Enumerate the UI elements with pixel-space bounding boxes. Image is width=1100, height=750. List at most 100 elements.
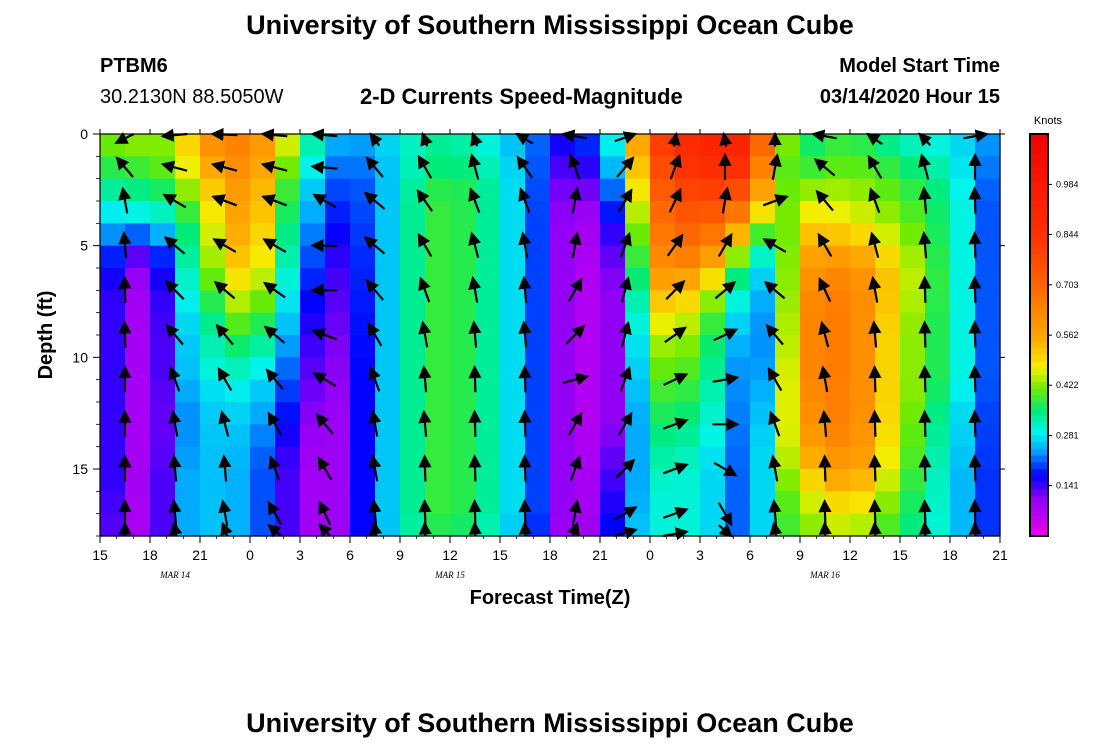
heatmap-cell (775, 424, 801, 448)
colorbar-swatch (1030, 341, 1048, 349)
heatmap-cell (975, 201, 1001, 224)
heatmap-cell (350, 312, 376, 336)
current-vector (418, 454, 432, 482)
heatmap-cell (625, 134, 651, 157)
heatmap-cell (675, 223, 701, 247)
heatmap-cell (650, 402, 676, 425)
heatmap-cell (975, 156, 1001, 180)
heatmap-cell (900, 290, 926, 314)
heatmap-cell (550, 402, 576, 425)
current-vector (868, 499, 882, 527)
current-vector (918, 499, 932, 527)
heatmap-cell (900, 469, 926, 492)
heatmap-cell (425, 223, 451, 247)
heatmap-cell (325, 357, 351, 381)
heatmap-cell (400, 357, 426, 381)
heatmap-cell (475, 379, 501, 403)
heatmap-cell (625, 469, 651, 492)
heatmap-cell (325, 446, 351, 470)
heatmap-cell (650, 268, 676, 291)
heatmap-cell (750, 379, 776, 403)
heatmap-cell (950, 201, 976, 224)
current-vector (769, 521, 783, 537)
model-start-label: Model Start Time (839, 55, 1000, 77)
heatmap-cell (325, 134, 351, 157)
heatmap-cell (350, 469, 376, 492)
heatmap-cell (975, 469, 1001, 492)
heatmap-cell (450, 379, 476, 403)
heatmap-cell (625, 402, 651, 425)
heatmap-cell (125, 312, 151, 336)
heatmap-cell (475, 312, 501, 336)
heatmap-cell (950, 134, 976, 157)
heatmap-cell (700, 491, 726, 515)
current-vector (663, 527, 689, 541)
heatmap-cell (250, 424, 276, 448)
heatmap-cell (850, 424, 876, 448)
heatmap-cell (300, 268, 326, 291)
heatmap-cell (225, 201, 251, 224)
colorbar-swatch (1030, 301, 1048, 309)
current-vector (613, 526, 638, 540)
current-vector (818, 365, 832, 393)
heatmap-cell (425, 446, 451, 470)
heatmap-cell (975, 379, 1001, 403)
heatmap-cell (100, 402, 126, 425)
heatmap-cell (375, 223, 401, 247)
heatmap-cell (975, 223, 1001, 247)
current-vector (868, 521, 882, 537)
heatmap-cell (450, 335, 476, 358)
heatmap-cell (625, 335, 651, 358)
heatmap-cell (500, 402, 526, 425)
heatmap-cell (900, 424, 926, 448)
heatmap-cell (700, 424, 726, 448)
current-vector (315, 413, 334, 435)
heatmap-cell (500, 335, 526, 358)
current-vector (619, 231, 632, 258)
heatmap-cell (350, 290, 376, 314)
heatmap-cell (950, 335, 976, 358)
y-tick-label: 10 (72, 349, 88, 365)
heatmap-cell (675, 469, 701, 492)
heatmap-cell (900, 201, 926, 224)
current-vector (713, 328, 739, 342)
heatmap-cell (125, 379, 151, 403)
current-vector (114, 131, 135, 144)
heatmap-cell (750, 424, 776, 448)
heatmap-cell (225, 134, 251, 157)
date-label: MAR 16 (809, 570, 840, 580)
heatmap-cell (950, 424, 976, 448)
heatmap-cell (200, 491, 226, 515)
heatmap-cell (475, 290, 501, 314)
colorbar-swatch (1030, 328, 1048, 336)
heatmap-cell (475, 513, 501, 537)
heatmap-cell (125, 245, 151, 269)
heatmap-cell (800, 201, 826, 224)
heatmap-cell (125, 424, 151, 448)
current-vector (168, 454, 182, 482)
current-vector (868, 231, 882, 258)
current-vector (160, 160, 188, 174)
heatmap-cell (175, 446, 201, 470)
heatmap-cell (500, 357, 526, 381)
current-vector (418, 365, 432, 393)
current-vector (666, 233, 684, 257)
x-tick-label: 3 (696, 547, 704, 563)
current-vector (212, 238, 237, 253)
heatmap-cell (850, 201, 876, 224)
colorbar-swatch (1030, 294, 1048, 303)
heatmap-cell (825, 402, 851, 425)
heatmap-cell (575, 245, 601, 269)
heatmap-cell (975, 268, 1001, 291)
colorbar-swatch (1030, 187, 1048, 195)
heatmap-cell (575, 134, 601, 157)
heatmap-cell (825, 513, 851, 537)
heatmap-cell (675, 290, 701, 314)
heatmap-cell (350, 379, 376, 403)
colorbar-swatch (1030, 361, 1048, 370)
heatmap-cell (250, 178, 276, 202)
heatmap-cell (375, 379, 401, 403)
heatmap-cell (600, 424, 626, 448)
heatmap-cell (375, 446, 401, 470)
heatmap-cell (775, 446, 801, 470)
